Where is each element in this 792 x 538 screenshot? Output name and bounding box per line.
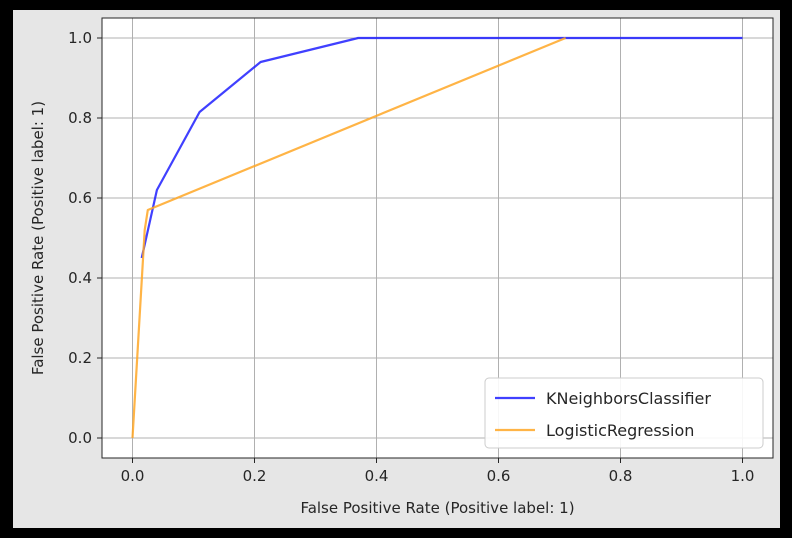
y-tick-label: 0.8 [68,109,92,127]
y-tick-label: 0.0 [68,429,92,447]
x-tick-label: 0.8 [609,467,633,485]
roc-chart: 0.0 0.2 0.4 0.6 0.8 1.0 0.0 0.2 0.4 0.6 0.8 1.0 Fal… [29,17,774,517]
legend-label: LogisticRegression [546,421,694,440]
x-tick-label: 0.0 [121,467,145,485]
legend-box [484,377,764,449]
x-tick-label: 0.6 [487,467,511,485]
legend-label: KNeighborsClassifier [546,389,711,408]
series-line-2 [131,36,567,439]
figure: 0.0 0.2 0.4 0.6 0.8 1.0 0.0 0.2 0.4 0.6 0.8 1.0 Fal… [13,10,780,528]
y-tick-label: 0.6 [68,189,92,207]
legend: KNeighborsClassifier LogisticRegression [484,377,764,449]
x-tick-label: 0.4 [365,467,389,485]
x-tick-label: 0.2 [243,467,267,485]
plot-area [101,17,774,459]
x-axis-label: False Positive Rate (Positive label: 1) [300,499,574,517]
x-tick-label: 1.0 [731,467,755,485]
ticks-layer: 0.0 0.2 0.4 0.6 0.8 1.0 0.0 0.2 0.4 0.6 0.8 1.0 [68,29,754,485]
series-line-1 [140,36,743,259]
y-axis-label: False Positive Rate (Positive label: 1) [29,101,47,375]
y-tick-label: 0.4 [68,269,92,287]
y-tick-label: 0.2 [68,349,92,367]
y-tick-label: 1.0 [68,29,92,47]
series-layer [131,36,743,439]
